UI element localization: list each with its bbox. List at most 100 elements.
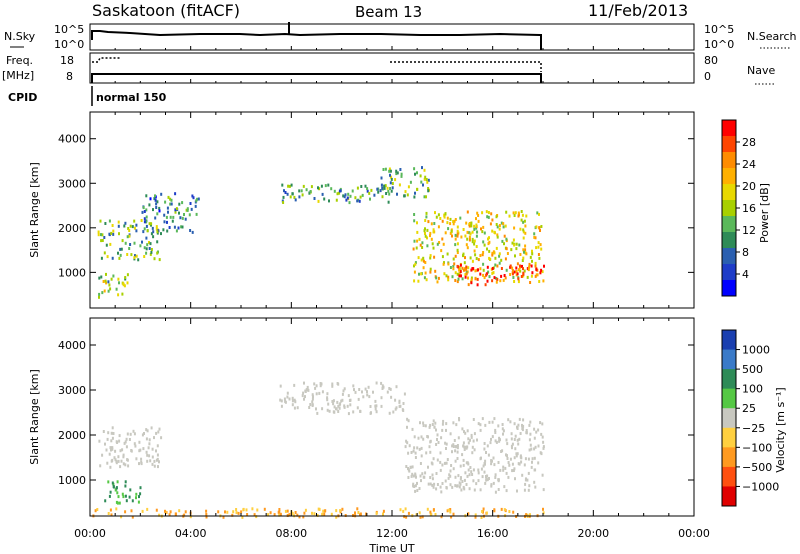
data-cell	[466, 429, 469, 433]
data-cell	[521, 213, 524, 217]
data-cell	[467, 437, 470, 441]
data-cell	[319, 384, 322, 388]
data-cell	[373, 193, 376, 197]
data-cell	[423, 229, 426, 233]
data-cell	[462, 485, 465, 489]
data-cell	[240, 510, 243, 514]
data-cell	[531, 252, 534, 256]
nave-trace	[91, 73, 542, 83]
power-panel: 1000 2000 3000 4000 Slant Range [km]	[28, 111, 695, 309]
data-cell	[479, 254, 482, 257]
data-cell	[467, 512, 470, 516]
data-cell	[441, 463, 444, 467]
data-cell	[509, 457, 512, 461]
data-cell	[165, 215, 168, 219]
data-cell	[519, 227, 522, 231]
data-cell	[538, 226, 541, 230]
data-cell	[124, 276, 127, 279]
data-cell	[537, 444, 540, 448]
data-cell	[382, 168, 385, 171]
data-cell	[498, 227, 501, 231]
data-cell	[421, 472, 424, 476]
data-cell	[497, 461, 500, 464]
data-cell	[143, 217, 146, 221]
data-cell	[406, 417, 409, 421]
data-cell	[422, 437, 425, 441]
data-cell	[311, 404, 314, 407]
data-cell	[118, 434, 121, 438]
data-cell	[483, 447, 486, 451]
data-cell	[482, 273, 485, 277]
data-cell	[205, 513, 208, 516]
data-cell	[417, 436, 420, 440]
data-cell	[481, 510, 484, 513]
data-cell	[432, 457, 435, 461]
data-cell	[436, 483, 439, 486]
data-cell	[304, 508, 307, 512]
data-cell	[451, 275, 454, 279]
data-cell	[454, 449, 457, 453]
data-cell	[383, 186, 386, 190]
data-cell	[309, 403, 312, 406]
data-cell	[396, 171, 399, 175]
data-cell	[522, 228, 525, 232]
data-cell	[506, 457, 509, 460]
data-cell	[528, 438, 531, 442]
data-cell	[528, 423, 531, 427]
data-cell	[465, 265, 468, 269]
data-cell	[517, 214, 520, 218]
data-cell	[456, 484, 459, 488]
data-cell	[395, 406, 398, 410]
power-data	[97, 166, 545, 299]
data-cell	[312, 395, 314, 399]
data-cell	[537, 461, 540, 465]
data-cell	[380, 396, 383, 400]
data-cell	[124, 241, 127, 245]
data-cell	[412, 474, 415, 478]
nsky-right-tick-top: 10^5	[704, 23, 734, 36]
data-cell	[94, 509, 97, 513]
data-cell	[343, 387, 346, 391]
data-cell	[475, 482, 478, 486]
data-cell	[435, 472, 438, 475]
data-cell	[156, 230, 159, 234]
data-cell	[419, 174, 422, 178]
data-cell	[390, 189, 393, 193]
data-cell	[381, 387, 384, 390]
data-cell	[357, 397, 360, 401]
data-cell	[501, 239, 504, 243]
data-cell	[461, 453, 464, 457]
data-cell	[464, 273, 467, 277]
data-cell	[474, 515, 477, 519]
data-cell	[107, 431, 110, 435]
data-cell	[538, 256, 541, 260]
data-cell	[456, 251, 459, 254]
data-cell	[536, 273, 539, 277]
data-cell	[303, 397, 305, 401]
data-cell	[498, 436, 501, 440]
data-cell	[398, 183, 401, 187]
data-cell	[452, 267, 455, 271]
data-cell	[128, 234, 131, 238]
data-cell	[441, 255, 444, 259]
data-cell	[105, 272, 107, 276]
data-cell	[160, 232, 162, 236]
data-cell	[141, 509, 144, 513]
data-cell	[411, 472, 414, 476]
data-cell	[413, 167, 416, 171]
data-cell	[317, 199, 320, 203]
data-cell	[343, 405, 346, 409]
data-cell	[146, 229, 149, 233]
data-cell	[398, 400, 401, 404]
data-cell	[328, 409, 331, 413]
data-cell	[511, 266, 514, 270]
data-cell	[389, 169, 392, 173]
data-cell	[468, 238, 471, 242]
data-cell	[156, 212, 159, 216]
data-cell	[533, 447, 536, 451]
data-cell	[491, 251, 494, 255]
data-cell	[458, 266, 461, 270]
data-cell	[533, 232, 536, 236]
data-cell	[156, 200, 159, 204]
data-cell	[521, 473, 524, 477]
